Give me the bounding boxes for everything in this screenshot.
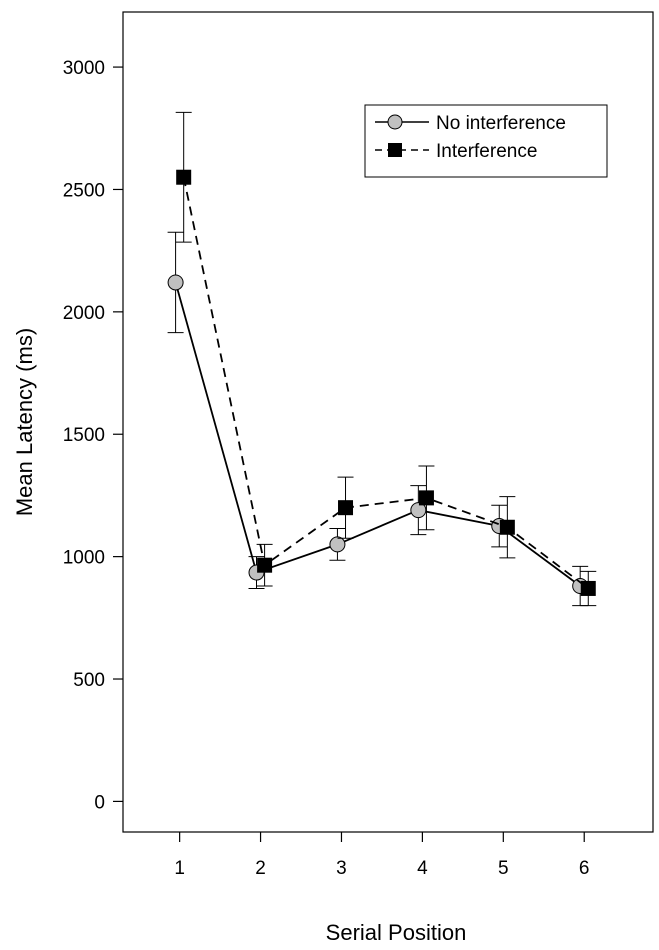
data-point-interference: [338, 500, 354, 516]
legend-label-no-interference: No interference: [436, 113, 566, 134]
legend-marker-interference: [388, 143, 402, 157]
data-point-interference: [418, 490, 434, 506]
data-point-no-interference: [167, 274, 184, 291]
x-tick-label: 5: [498, 858, 509, 879]
series-layer: [167, 111, 597, 607]
data-point-no-interference: [329, 536, 346, 553]
y-tick-label: 0: [94, 792, 105, 813]
y-tick-label: 2000: [63, 303, 105, 324]
y-tick-label: 1000: [63, 548, 105, 569]
x-tick-label: 3: [336, 858, 347, 879]
data-point-interference: [257, 557, 273, 573]
legend-marker-no-interference: [387, 114, 403, 130]
y-tick-label: 2500: [63, 180, 105, 201]
x-tick-label: 1: [174, 858, 185, 879]
legend-box: [364, 104, 608, 178]
y-tick-label: 1500: [63, 425, 105, 446]
x-axis: 1 2 3 4 5 6: [174, 832, 590, 879]
x-tick-label: 6: [579, 858, 590, 879]
y-axis-title: Mean Latency (ms): [12, 328, 37, 516]
data-point-interference: [580, 580, 596, 596]
y-axis: 0 500 1000 1500 2000 2500 3000: [63, 58, 123, 813]
x-axis-title: Serial Position: [326, 920, 467, 945]
series-line-no-interference: [174, 282, 581, 587]
y-tick-label: 3000: [63, 58, 105, 79]
data-point-no-interference: [410, 502, 427, 519]
x-tick-label: 2: [255, 858, 266, 879]
x-tick-label: 4: [417, 858, 428, 879]
data-point-interference: [499, 519, 515, 535]
legend: No interference Interference: [364, 104, 608, 178]
legend-label-interference: Interference: [436, 141, 537, 162]
plot-frame: [122, 11, 654, 833]
data-point-interference: [176, 169, 192, 185]
y-tick-label: 500: [73, 670, 105, 691]
series-line-interference: [182, 177, 589, 590]
